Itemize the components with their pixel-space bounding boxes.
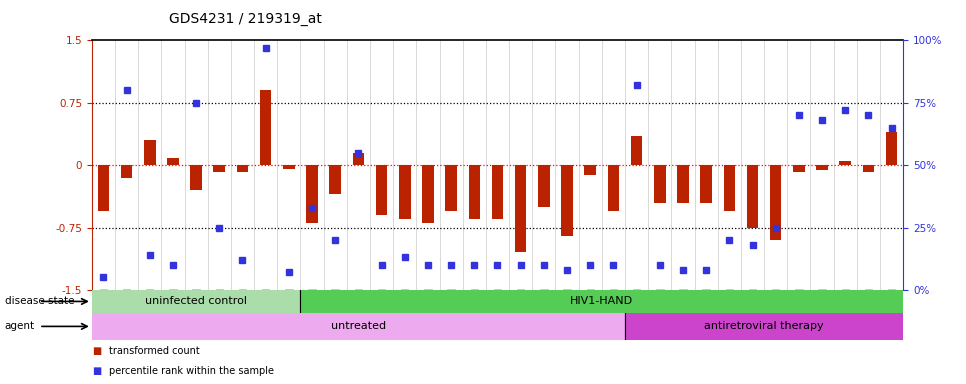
Bar (561, 165, 573, 236)
Bar (863, 165, 874, 172)
Bar (677, 165, 689, 203)
Text: agent: agent (5, 321, 35, 331)
Text: ■: ■ (92, 366, 101, 376)
Bar (654, 165, 666, 203)
Text: disease state: disease state (5, 296, 74, 306)
Bar (121, 165, 132, 177)
Bar (515, 165, 526, 253)
Bar (422, 165, 434, 223)
Bar (167, 159, 179, 165)
Bar (584, 165, 596, 175)
Bar (469, 165, 480, 219)
Text: ■: ■ (92, 346, 101, 356)
Bar (700, 165, 712, 203)
Bar (538, 165, 550, 207)
Bar (283, 165, 295, 169)
Bar (92, 313, 625, 340)
Bar (445, 165, 457, 211)
Bar (190, 165, 202, 190)
Text: percentile rank within the sample: percentile rank within the sample (109, 366, 274, 376)
Bar (816, 165, 828, 170)
Bar (260, 90, 271, 165)
Text: HIV1-HAND: HIV1-HAND (570, 296, 634, 306)
Text: antiretroviral therapy: antiretroviral therapy (704, 321, 824, 331)
Bar (98, 165, 109, 211)
Bar (213, 165, 225, 172)
Bar (376, 165, 387, 215)
Bar (353, 153, 364, 165)
Bar (608, 165, 619, 211)
Bar (329, 165, 341, 194)
Bar (631, 136, 642, 165)
Bar (306, 165, 318, 223)
Bar (492, 165, 503, 219)
Bar (886, 132, 897, 165)
Text: untreated: untreated (330, 321, 386, 331)
Bar (747, 165, 758, 227)
Bar (237, 165, 248, 172)
Bar (399, 165, 411, 219)
Bar (144, 140, 156, 165)
Bar (839, 161, 851, 165)
Bar (625, 313, 903, 340)
Bar (92, 290, 300, 313)
Text: transformed count: transformed count (109, 346, 200, 356)
Text: uninfected control: uninfected control (145, 296, 247, 306)
Bar (770, 165, 781, 240)
Bar (793, 165, 805, 172)
Text: GDS4231 / 219319_at: GDS4231 / 219319_at (169, 12, 322, 25)
Bar (724, 165, 735, 211)
Bar (300, 290, 903, 313)
